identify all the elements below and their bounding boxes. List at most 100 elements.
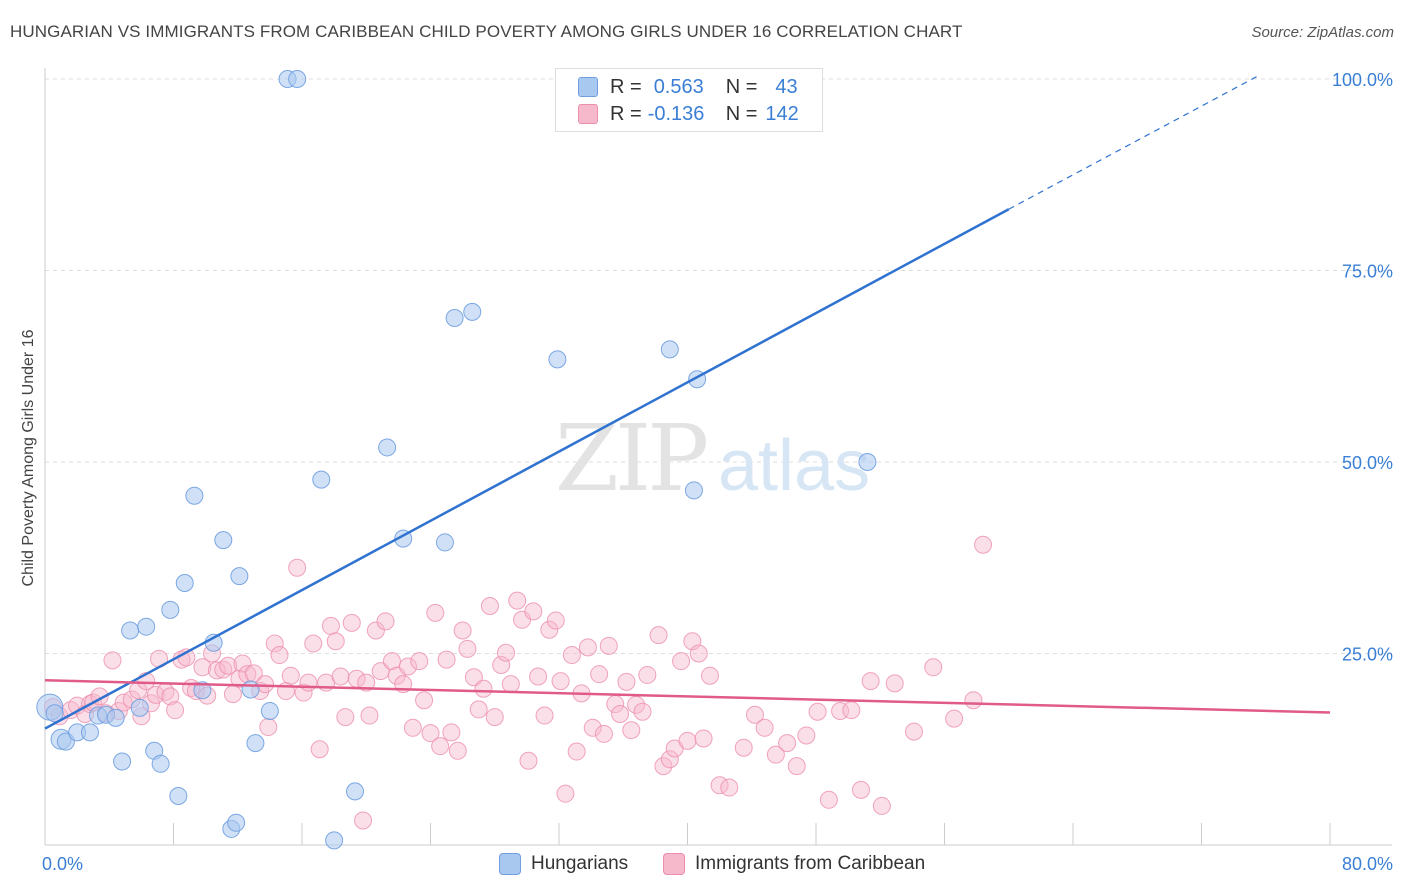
caribbean-point bbox=[336, 708, 355, 727]
caribbean-point bbox=[469, 700, 488, 719]
caribbean-point bbox=[562, 646, 581, 665]
caribbean-point bbox=[904, 722, 923, 741]
bottom-legend-caribbean: Immigrants from Caribbean bbox=[663, 852, 925, 876]
legend-r-value: -0.136 bbox=[647, 102, 705, 125]
legend-row-caribbean: R = -0.136 N = 142 bbox=[556, 101, 799, 127]
y-tick-label: 25.0% bbox=[1342, 645, 1393, 665]
hungarian-point bbox=[175, 574, 194, 593]
caribbean-point bbox=[421, 724, 440, 743]
legend-n-label: N = bbox=[725, 75, 758, 98]
caribbean-point bbox=[310, 740, 329, 759]
bottom-legend-hungarians: Hungarians bbox=[499, 852, 628, 876]
caribbean-point bbox=[654, 757, 673, 776]
caribbean-point bbox=[529, 667, 548, 686]
hungarian-point bbox=[130, 698, 149, 717]
legend-r-value: 0.563 bbox=[653, 75, 704, 98]
caribbean-point bbox=[326, 632, 345, 651]
hungarian-point bbox=[227, 813, 246, 832]
caribbean-point bbox=[458, 639, 477, 658]
caribbean-point bbox=[103, 651, 122, 670]
caribbean-point bbox=[842, 701, 861, 720]
y-tick-label: 75.0% bbox=[1342, 262, 1393, 282]
caribbean-point bbox=[578, 638, 597, 657]
watermark-atlas: atlas bbox=[718, 426, 870, 506]
caribbean-point bbox=[974, 535, 993, 554]
caribbean-point bbox=[649, 626, 668, 645]
caribbean-point bbox=[437, 650, 456, 669]
caribbean-point bbox=[819, 790, 838, 809]
caribbean-point bbox=[431, 737, 450, 756]
hungarian-point bbox=[151, 754, 170, 773]
caribbean-point bbox=[778, 734, 797, 753]
caribbean-point bbox=[382, 652, 401, 671]
caribbean-point bbox=[294, 683, 313, 702]
hungarian-point bbox=[660, 340, 679, 359]
caribbean-point bbox=[366, 621, 385, 640]
hungarian-point bbox=[260, 701, 279, 720]
bottom-legend-label: Hungarians bbox=[531, 853, 629, 874]
caribbean-point bbox=[360, 706, 379, 725]
hungarian-point bbox=[463, 302, 482, 321]
caribbean-point bbox=[357, 673, 376, 692]
caribbean-point bbox=[442, 723, 461, 742]
caribbean-point bbox=[689, 644, 708, 663]
caribbean-point bbox=[304, 634, 323, 653]
caribbean-point bbox=[672, 652, 691, 671]
x-tick-label: 0.0% bbox=[42, 854, 83, 874]
bottom-legend-swatch-pink bbox=[663, 853, 685, 875]
source-label: Source: ZipAtlas.com bbox=[1251, 24, 1394, 41]
caribbean-point bbox=[496, 643, 515, 662]
caribbean-point bbox=[540, 620, 559, 639]
caribbean-point bbox=[501, 675, 520, 694]
caribbean-point bbox=[219, 656, 238, 675]
caribbean-point bbox=[265, 634, 284, 653]
caribbean-point bbox=[464, 668, 483, 687]
bottom-legend-label: Immigrants from Caribbean bbox=[695, 853, 926, 874]
caribbean-point bbox=[524, 602, 543, 621]
caribbean-point bbox=[299, 673, 318, 692]
caribbean-point bbox=[546, 611, 565, 630]
caribbean-point bbox=[611, 705, 630, 724]
caribbean-point bbox=[745, 705, 764, 724]
hungarian-point bbox=[169, 786, 188, 805]
caribbean-point bbox=[376, 612, 395, 631]
legend-n-label: N = bbox=[725, 102, 758, 125]
legend-box: R = 0.563 N = 43 R = -0.136 N = 142 bbox=[555, 68, 823, 132]
caribbean-point bbox=[694, 729, 713, 748]
caribbean-point bbox=[448, 741, 467, 760]
legend-r-label: R = bbox=[610, 75, 642, 98]
caribbean-point bbox=[590, 665, 609, 684]
caribbean-point bbox=[485, 708, 504, 727]
hungarian-point bbox=[45, 704, 64, 723]
caribbean-point bbox=[594, 724, 613, 743]
caribbean-point bbox=[321, 616, 340, 635]
caribbean-point bbox=[924, 658, 943, 677]
hungarian-point bbox=[185, 486, 204, 505]
legend-r-label: R = bbox=[610, 102, 642, 125]
hungarian-point bbox=[193, 681, 212, 700]
legend-n-value: 142 bbox=[765, 102, 799, 125]
hungarian-point bbox=[684, 481, 703, 500]
caribbean-point bbox=[146, 685, 165, 704]
hungarian-point bbox=[80, 723, 99, 742]
caribbean-point bbox=[734, 738, 753, 757]
hungarian-point bbox=[288, 70, 307, 88]
caribbean-trend-line bbox=[44, 679, 1331, 714]
caribbean-point bbox=[426, 603, 445, 622]
hungarian-point bbox=[325, 831, 344, 850]
caribbean-point bbox=[617, 672, 636, 691]
hungarian-point bbox=[113, 752, 132, 771]
caribbean-point bbox=[766, 745, 785, 764]
axes bbox=[44, 68, 1392, 846]
caribbean-point bbox=[660, 750, 679, 769]
legend-n-value: 43 bbox=[775, 75, 798, 98]
caribbean-point bbox=[281, 666, 300, 685]
caribbean-point bbox=[787, 757, 806, 776]
caribbean-point bbox=[223, 685, 242, 704]
caribbean-point bbox=[399, 657, 418, 676]
caribbean-point bbox=[861, 672, 880, 691]
caribbean-point bbox=[755, 718, 774, 737]
trend-lines bbox=[44, 74, 1331, 730]
chart-title: HUNGARIAN VS IMMIGRANTS FROM CARIBBEAN C… bbox=[10, 22, 963, 41]
